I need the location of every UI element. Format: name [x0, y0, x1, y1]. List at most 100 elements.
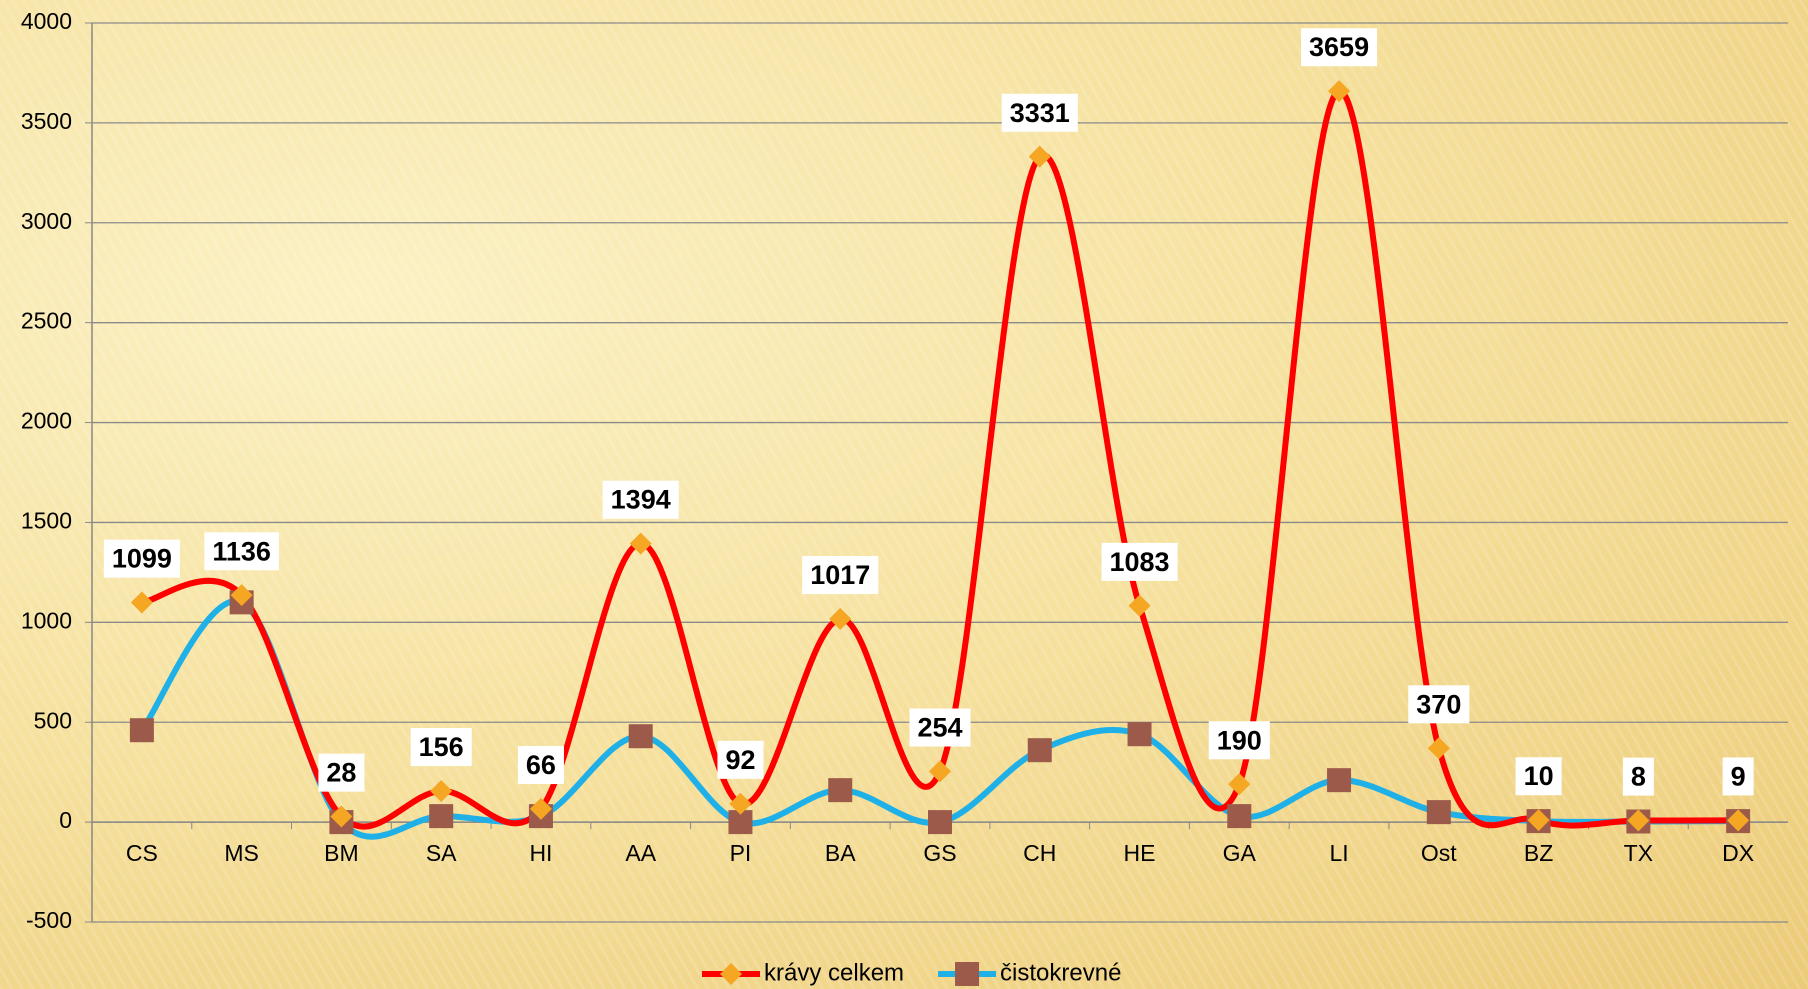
data-label-text: 370: [1416, 689, 1461, 719]
data-label-text: 1136: [212, 536, 271, 566]
marker: [130, 591, 153, 614]
y-tick-label: 1000: [21, 607, 72, 633]
marker: [720, 963, 742, 985]
series-line: [141, 88, 1739, 830]
y-tick-label: 1500: [21, 508, 72, 534]
data-label: 3659: [1301, 28, 1378, 67]
marker: [955, 962, 980, 986]
data-label: 1017: [802, 556, 879, 595]
data-label: 1136: [204, 532, 279, 571]
data-label-box: [1408, 685, 1470, 724]
x-tick-label: BM: [324, 840, 359, 866]
marker: [1327, 768, 1352, 793]
marker: [629, 532, 652, 555]
data-label-text: 3659: [1309, 32, 1369, 62]
legend: krávy celkem čistokrevné: [702, 959, 1121, 986]
marker: [1227, 804, 1252, 829]
y-tick-label: 2000: [21, 408, 72, 434]
marker: [430, 779, 453, 802]
marker: [928, 810, 952, 835]
data-label: 370: [1408, 685, 1470, 724]
x-tick-label: AA: [625, 840, 656, 866]
x-tick-label: GS: [923, 840, 956, 866]
marker: [1328, 80, 1351, 103]
data-label-text: 66: [526, 750, 556, 780]
x-tick-label: SA: [426, 840, 457, 866]
y-tick-label: 500: [34, 707, 72, 733]
data-label: 156: [410, 728, 472, 767]
marker: [1228, 773, 1251, 796]
marker: [429, 804, 454, 829]
legend-label: krávy celkem: [764, 959, 904, 986]
marker: [1128, 594, 1151, 617]
data-label-text: 1099: [112, 544, 172, 574]
data-label-text: 254: [917, 712, 962, 742]
data-label-box: [204, 532, 279, 571]
y-tick-label: 3500: [21, 108, 72, 134]
data-label-box: [802, 556, 879, 595]
data-label-text: 9: [1731, 761, 1746, 791]
marker: [729, 792, 752, 815]
data-label: 3331: [1001, 93, 1078, 132]
marker: [330, 805, 353, 828]
data-label: 254: [909, 708, 971, 747]
marker: [1127, 722, 1152, 747]
data-label-text: 156: [419, 732, 464, 762]
data-label-box: [318, 753, 365, 792]
marker: [1427, 737, 1450, 760]
data-label: 9: [1722, 757, 1754, 796]
data-label: 66: [517, 746, 564, 785]
data-label: 8: [1622, 757, 1654, 796]
marker: [1527, 809, 1550, 832]
data-label: 1394: [602, 480, 679, 519]
data-label-box: [717, 740, 764, 779]
legend-label: čistokrevné: [1000, 959, 1121, 986]
data-label: 1099: [103, 539, 180, 578]
x-tick-label: HI: [529, 840, 552, 866]
y-tick-label: -500: [26, 907, 72, 933]
x-tick-label: BA: [825, 840, 856, 866]
data-label-text: 190: [1217, 725, 1262, 755]
marker: [1027, 738, 1052, 763]
x-tick-label: MS: [224, 840, 259, 866]
data-label: 190: [1208, 721, 1270, 760]
data-label-box: [1101, 542, 1178, 581]
data-label: 28: [318, 753, 365, 792]
data-label-text: 3331: [1010, 98, 1070, 128]
marker: [1028, 145, 1051, 168]
data-label-box: [1301, 28, 1378, 67]
x-tick-label: HE: [1124, 840, 1156, 866]
data-label: 10: [1515, 757, 1562, 796]
data-label-box: [1515, 757, 1562, 796]
marker: [1727, 809, 1750, 832]
data-label-text: 8: [1631, 762, 1646, 792]
marker: [1627, 809, 1650, 832]
data-label-box: [602, 480, 679, 519]
x-tick-label: DX: [1722, 840, 1754, 866]
x-tick-label: PI: [730, 840, 752, 866]
marker: [1426, 800, 1451, 825]
marker: [529, 797, 552, 820]
data-label-text: 28: [326, 758, 356, 788]
data-label-box: [909, 708, 971, 747]
x-tick-label: Ost: [1421, 840, 1457, 866]
y-tick-label: 2500: [21, 308, 72, 334]
data-label-box: [1622, 757, 1654, 796]
y-tick-label: 3000: [21, 208, 72, 234]
data-label-text: 10: [1524, 761, 1554, 791]
data-label-box: [103, 539, 180, 578]
data-label-box: [1001, 93, 1078, 132]
x-tick-label: GA: [1223, 840, 1257, 866]
marker: [828, 778, 853, 803]
data-label-text: 1394: [611, 485, 671, 515]
data-label-text: 92: [725, 745, 755, 775]
data-label-box: [1722, 757, 1754, 796]
marker: [929, 760, 951, 783]
x-tick-label: CS: [126, 840, 158, 866]
x-tick-label: BZ: [1524, 840, 1553, 866]
data-label-box: [1208, 721, 1270, 760]
x-tick-label: LI: [1329, 840, 1348, 866]
data-label-text: 1017: [810, 560, 870, 590]
